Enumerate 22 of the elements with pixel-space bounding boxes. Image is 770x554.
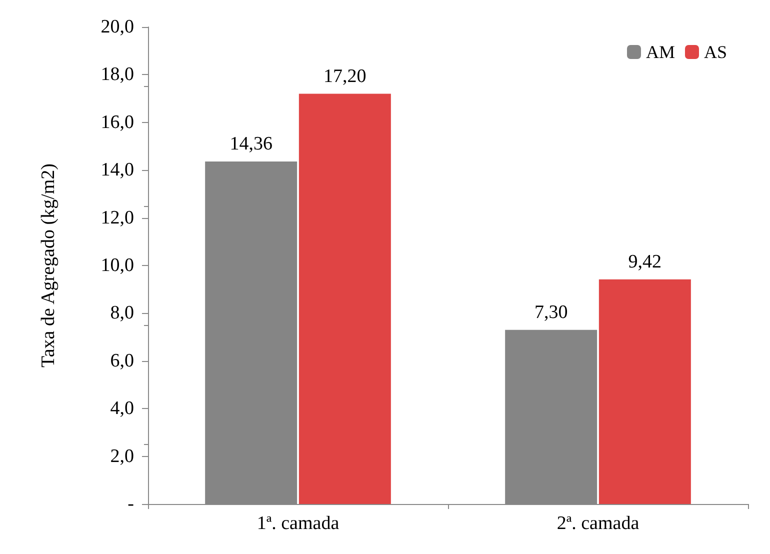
- y-tick-label: 14,0: [100, 160, 134, 181]
- y-tick-label: 20,0: [100, 16, 134, 38]
- legend-label: AM: [646, 42, 675, 62]
- y-tick-label: 12,0: [100, 207, 134, 228]
- bar: [298, 94, 391, 504]
- y-tick-label: 6,0: [110, 350, 134, 372]
- y-tick-label: 2,0: [110, 446, 134, 467]
- y-tick-label: 8,0: [110, 302, 134, 324]
- y-tick-label: 18,0: [100, 64, 134, 86]
- y-axis-title: Taxa de Agregado (kg/m2): [38, 164, 59, 368]
- x-tick-label: 2ª. camada: [556, 513, 640, 534]
- y-tick-label: 10,0: [100, 255, 134, 276]
- data-label: 7,30: [534, 302, 568, 323]
- y-tick-label: 4,0: [110, 398, 134, 420]
- y-tick-label: -: [128, 494, 134, 514]
- data-label: 14,36: [230, 134, 272, 155]
- x-tick-label: 1ª. camada: [256, 513, 340, 534]
- legend-label: AS: [704, 42, 728, 62]
- bar: [598, 279, 691, 504]
- data-label: 9,42: [628, 251, 662, 272]
- data-label: 17,20: [324, 66, 366, 87]
- y-tick-label: 16,0: [100, 112, 134, 133]
